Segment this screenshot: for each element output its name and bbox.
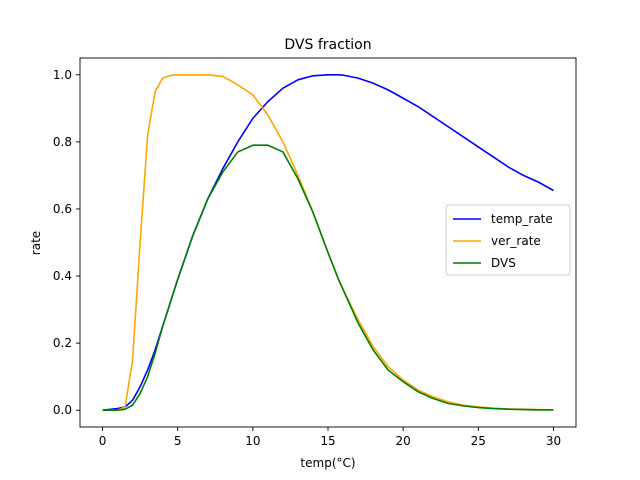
y-tick-label: 0.8 bbox=[53, 135, 72, 149]
legend-box bbox=[445, 204, 571, 276]
series-line-DVS bbox=[102, 144, 554, 412]
x-tick-label: 30 bbox=[546, 434, 561, 448]
y-tick-label: 0.4 bbox=[53, 269, 72, 283]
legend-label-DVS: DVS bbox=[491, 256, 516, 270]
y-tick-label: 1.0 bbox=[53, 68, 72, 82]
x-axis: 0 5 10 15 20 25 30 bbox=[99, 427, 561, 448]
x-tick-label: 5 bbox=[174, 434, 182, 448]
chart-title: DVS fraction bbox=[284, 37, 371, 53]
y-tick-label: 0.6 bbox=[53, 202, 72, 216]
y-axis: 0.0 0.2 0.4 0.6 0.8 1.0 bbox=[53, 68, 80, 417]
y-tick-label: 0.2 bbox=[53, 336, 72, 350]
y-tick-label: 0.0 bbox=[53, 403, 72, 417]
x-tick-label: 20 bbox=[396, 434, 411, 448]
x-tick-label: 25 bbox=[471, 434, 486, 448]
x-axis-label: temp(°C) bbox=[300, 456, 355, 470]
y-axis-label: rate bbox=[29, 231, 43, 255]
x-tick-label: 15 bbox=[320, 434, 335, 448]
x-tick-label: 0 bbox=[99, 434, 107, 448]
legend-label-temp_rate: temp_rate bbox=[491, 212, 553, 226]
legend-label-ver_rate: ver_rate bbox=[491, 234, 541, 248]
series-line-temp_rate bbox=[102, 73, 554, 412]
legend: temp_rate ver_rate DVS bbox=[445, 204, 571, 276]
x-tick-label: 10 bbox=[245, 434, 260, 448]
